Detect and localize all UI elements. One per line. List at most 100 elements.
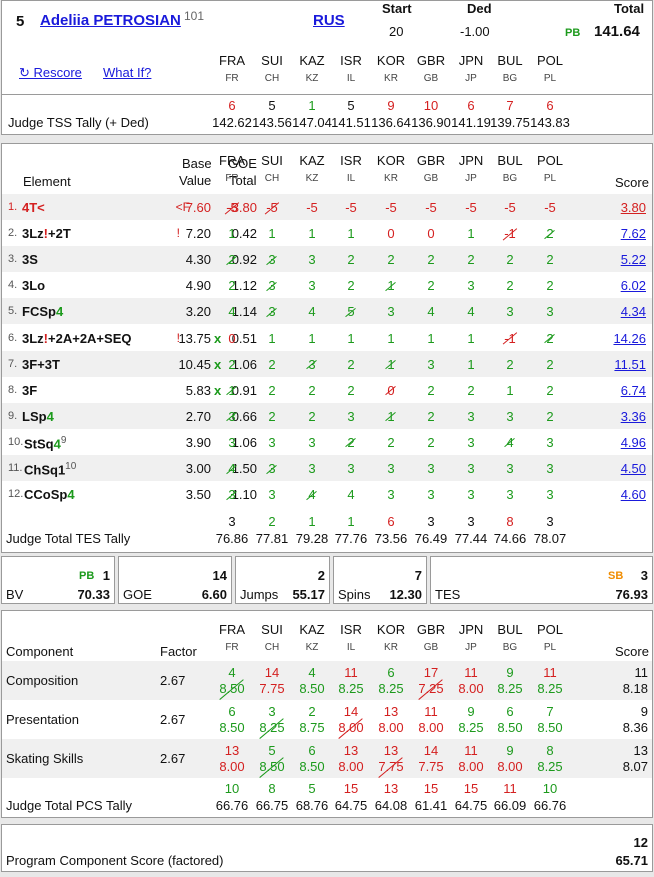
element-base-value: 3.50 xyxy=(185,487,211,503)
judge-country-jpn: JP xyxy=(465,642,477,653)
judge-code-pol: POL xyxy=(536,153,563,168)
judge-code-kor: KOR xyxy=(376,153,406,168)
component-judge-mark: 8.50 xyxy=(497,720,523,735)
jumps-rank: 2 xyxy=(317,568,325,583)
element-score-link[interactable]: 4.60 xyxy=(620,487,646,503)
judge-country-kaz: KZ xyxy=(305,642,319,653)
judge-mark: 2 xyxy=(427,434,435,450)
judge-code-isr: ISR xyxy=(340,153,362,168)
element-score-link[interactable]: 5.22 xyxy=(620,252,646,268)
judge-mark: 3 xyxy=(268,252,276,268)
element-row xyxy=(2,194,652,221)
element-name: StSq49 xyxy=(24,434,67,452)
rescore-link[interactable]: ↻ Rescore xyxy=(19,65,82,80)
tss-score: 139.75 xyxy=(490,115,530,130)
component-judge-rank: 11 xyxy=(464,665,478,680)
tes-tally-score: 78.07 xyxy=(533,531,567,546)
judge-code-bul: BUL xyxy=(497,53,523,68)
element-number: 2. xyxy=(8,227,18,240)
tes-tally-score: 77.81 xyxy=(255,531,289,546)
element-number: 4. xyxy=(8,279,18,292)
judge-mark: 2 xyxy=(546,356,554,372)
tes-tally-rank: 6 xyxy=(387,514,395,529)
component-judge-mark: 8.00 xyxy=(458,681,484,696)
judge-mark: 2 xyxy=(268,408,276,424)
element-score-link[interactable]: 4.96 xyxy=(620,434,646,450)
judge-mark: 4 xyxy=(228,461,236,476)
tes-tally-rank: 3 xyxy=(546,514,554,529)
element-name: LSp4 xyxy=(22,408,54,424)
element-score-link[interactable]: 3.36 xyxy=(620,408,646,424)
tes-tally-rank: 3 xyxy=(427,514,435,529)
element-base-value: 7.60 xyxy=(185,200,211,215)
component-row xyxy=(2,661,652,700)
tss-rank: 5 xyxy=(268,98,276,113)
element-goe: 0.51 xyxy=(231,330,257,346)
pcs-tally-rank: 5 xyxy=(308,781,316,796)
element-score-link[interactable]: 4.50 xyxy=(620,461,646,476)
spins-label: Spins xyxy=(338,587,371,602)
tes-tally-score: 76.86 xyxy=(215,531,249,546)
nation-link[interactable]: RUS xyxy=(313,12,345,29)
element-row xyxy=(2,350,652,377)
tss-rank: 6 xyxy=(546,98,554,113)
judge-country-gbr: GB xyxy=(423,642,439,653)
element-score-link[interactable]: 6.02 xyxy=(620,278,646,294)
element-number: 10. xyxy=(8,435,24,448)
element-score-link[interactable]: 7.62 xyxy=(620,226,646,242)
tss-score: 141.51 xyxy=(331,115,371,130)
element-score-link[interactable]: 14.26 xyxy=(613,330,646,346)
element-base-value: 3.00 xyxy=(185,461,211,476)
judge-mark: 3 xyxy=(506,304,514,320)
component-judge-mark: 8.25 xyxy=(537,681,563,696)
judge-mark: -5 xyxy=(544,200,556,215)
judge-mark: 2 xyxy=(506,252,514,268)
judge-code-jpn: JPN xyxy=(458,153,484,168)
pcs-tally-rank: 10 xyxy=(542,781,558,796)
judge-mark: 2 xyxy=(268,382,276,398)
element-number: 9. xyxy=(8,409,18,422)
start-number: 101 xyxy=(184,9,205,23)
element-base-value: 3.90 xyxy=(185,434,211,450)
element-number: 12. xyxy=(8,488,24,501)
element-goe: 0.42 xyxy=(231,226,257,242)
judge-country-fra: FR xyxy=(225,73,239,84)
component-factor: 2.67 xyxy=(160,712,186,727)
judge-mark: 3 xyxy=(506,461,514,476)
component-judge-mark: 8.25 xyxy=(537,759,563,774)
ded-value: -1.00 xyxy=(460,24,490,39)
element-base-value: 13.75 xyxy=(178,330,211,346)
judge-mark: 3 xyxy=(308,434,316,450)
pc-score-header: Score xyxy=(615,644,649,659)
judge-mark: 3 xyxy=(228,408,236,424)
judge-country-gbr: GB xyxy=(423,173,439,184)
component-judge-mark: 8.00 xyxy=(497,759,523,774)
judge-code-sui: SUI xyxy=(261,53,283,68)
element-score-link[interactable]: 6.74 xyxy=(620,382,646,398)
element-base-value: 3.20 xyxy=(185,304,211,320)
component-name: Presentation xyxy=(6,712,79,727)
component-name: Skating Skills xyxy=(6,751,84,766)
component-judge-rank: 11 xyxy=(543,665,557,680)
judge-mark: 1 xyxy=(387,330,395,346)
judge-mark: 3 xyxy=(506,408,514,424)
judge-mark: 0 xyxy=(387,226,395,242)
judge-mark: 1 xyxy=(308,330,316,346)
judge-mark: 3 xyxy=(427,461,435,476)
element-score-link[interactable]: 11.51 xyxy=(614,356,646,372)
judge-code-gbr: GBR xyxy=(416,153,446,168)
judge-mark: 2 xyxy=(546,330,554,346)
element-base-value: 7.20 xyxy=(185,226,211,242)
element-score-link[interactable]: 3.80 xyxy=(620,200,646,215)
judge-code-gbr: GBR xyxy=(416,622,446,637)
judge-mark: 3 xyxy=(546,434,554,450)
judge-mark: 4 xyxy=(347,487,355,503)
whatif-link[interactable]: What If? xyxy=(103,65,152,80)
skater-name-link[interactable]: Adeliia PETROSIAN xyxy=(40,12,181,29)
judge-mark: 4 xyxy=(228,304,236,320)
pcs-total-rank: 12 xyxy=(633,835,648,850)
element-score-link[interactable]: 4.34 xyxy=(620,304,646,320)
pcs-tally-score: 61.41 xyxy=(414,798,448,813)
tss-rank: 10 xyxy=(423,98,439,113)
judge-country-pol: PL xyxy=(543,642,557,653)
